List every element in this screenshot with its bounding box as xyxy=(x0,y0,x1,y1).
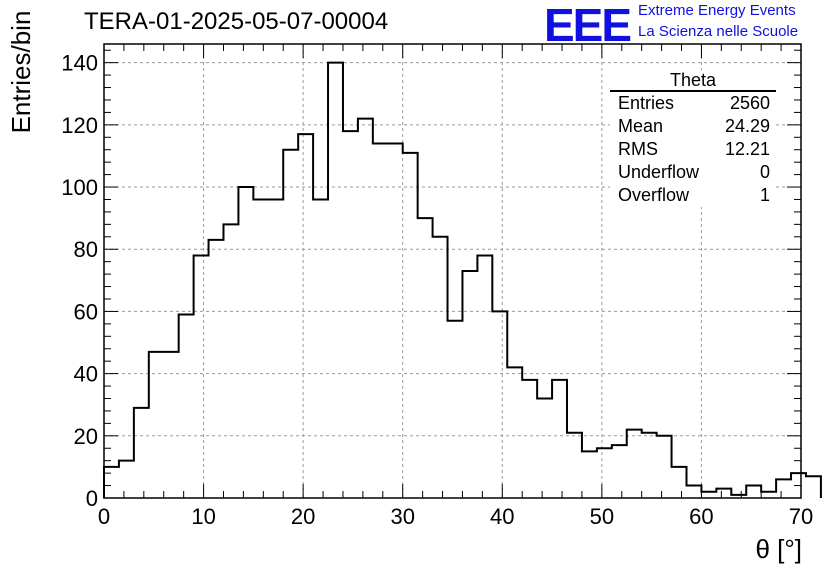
x-tick-label: 60 xyxy=(689,504,713,529)
histogram-bin xyxy=(791,473,806,498)
logo-caption-line1: Extreme Energy Events xyxy=(638,2,796,19)
logo-caption-line2: La Scienza nelle Scuole xyxy=(638,23,799,40)
stats-row-mean: Mean 24.29 xyxy=(610,115,776,138)
x-tick-label: 0 xyxy=(98,504,110,529)
stats-value: 12.21 xyxy=(724,139,770,159)
stats-value: 1 xyxy=(759,185,770,205)
histogram-bin xyxy=(313,199,328,498)
x-tick-label: 10 xyxy=(191,504,215,529)
histogram-outline xyxy=(103,61,822,498)
histogram-bin xyxy=(298,134,313,498)
histogram-bin xyxy=(388,144,403,498)
y-tick-label: 60 xyxy=(74,299,98,324)
histogram-bin xyxy=(209,240,224,498)
histogram-bin xyxy=(597,448,612,498)
histogram-bin xyxy=(134,408,149,498)
histogram-bin xyxy=(238,187,253,498)
histogram-bin xyxy=(716,489,731,498)
stats-label: Entries xyxy=(618,93,675,113)
histogram-bin xyxy=(477,255,492,498)
stats-title: Theta xyxy=(610,70,776,92)
x-tick-label: 20 xyxy=(291,504,315,529)
histogram-bin xyxy=(552,380,567,498)
histogram-bin xyxy=(403,153,418,498)
histogram-bin xyxy=(119,461,134,498)
histogram-bin xyxy=(179,315,194,498)
stats-label: RMS xyxy=(618,139,658,159)
histogram-bin xyxy=(612,445,627,498)
y-tick-label: 40 xyxy=(74,362,98,387)
histogram-bin xyxy=(492,311,507,498)
histogram-bin xyxy=(433,237,448,498)
stats-value: 0 xyxy=(759,162,770,182)
histogram-bin xyxy=(328,63,343,498)
histogram-bin xyxy=(149,352,164,498)
chart-title: TERA-01-2025-05-07-00004 xyxy=(84,8,389,35)
x-axis-label: θ [°] xyxy=(755,534,802,564)
y-axis-label: Entries/bin xyxy=(6,10,36,134)
histogram-bin xyxy=(373,144,388,498)
y-tick-label: 20 xyxy=(74,424,98,449)
x-tick-label: 50 xyxy=(590,504,614,529)
histogram-bin xyxy=(642,433,657,498)
histogram-bin xyxy=(672,467,687,498)
stats-value: 2560 xyxy=(729,93,770,113)
y-tick-label: 0 xyxy=(86,486,98,511)
y-tick-label: 120 xyxy=(61,113,98,138)
stats-box: Theta Entries 2560 Mean 24.29 RMS 12.21 Und… xyxy=(610,70,776,207)
histogram-bin xyxy=(657,436,672,498)
histogram-bin xyxy=(627,430,642,498)
x-tick-label: 40 xyxy=(490,504,514,529)
histogram-bin xyxy=(522,380,537,498)
histogram-bin xyxy=(104,467,119,498)
y-tick-label: 80 xyxy=(74,237,98,262)
histogram-bin xyxy=(448,321,463,498)
histogram-bin xyxy=(194,255,209,498)
histogram-bin xyxy=(164,352,179,498)
histogram-bin xyxy=(343,131,358,498)
y-tick-label: 100 xyxy=(61,175,98,200)
histogram-bin xyxy=(567,433,582,498)
histogram-bin xyxy=(223,224,238,498)
x-tick-label: 70 xyxy=(789,504,813,529)
stats-row-rms: RMS 12.21 xyxy=(610,138,776,161)
stats-label: Overflow xyxy=(618,185,690,205)
stats-label: Mean xyxy=(618,116,664,136)
stats-row-overflow: Overflow 1 xyxy=(610,184,776,207)
histogram-bin xyxy=(582,451,597,498)
stats-row-underflow: Underflow 0 xyxy=(610,161,776,184)
histogram-bin xyxy=(418,218,433,498)
histogram-bin xyxy=(283,150,298,498)
histogram-bin xyxy=(253,199,268,498)
histogram-bin xyxy=(806,476,821,498)
histogram-bin xyxy=(537,398,552,498)
histogram-bin xyxy=(462,271,477,498)
histogram-bin xyxy=(686,486,701,498)
plot-frame xyxy=(103,43,802,499)
stats-row-entries: Entries 2560 xyxy=(610,92,776,115)
histogram-bin xyxy=(776,479,791,498)
histogram-bin xyxy=(358,119,373,498)
x-tick-label: 30 xyxy=(390,504,414,529)
eee-logo: EEE xyxy=(544,0,632,51)
histogram-bin xyxy=(268,199,283,498)
stats-label: Underflow xyxy=(618,162,700,182)
y-tick-label: 140 xyxy=(61,51,98,76)
histogram-bin xyxy=(507,367,522,498)
stats-value: 24.29 xyxy=(724,116,770,136)
histogram-bin xyxy=(746,486,761,498)
